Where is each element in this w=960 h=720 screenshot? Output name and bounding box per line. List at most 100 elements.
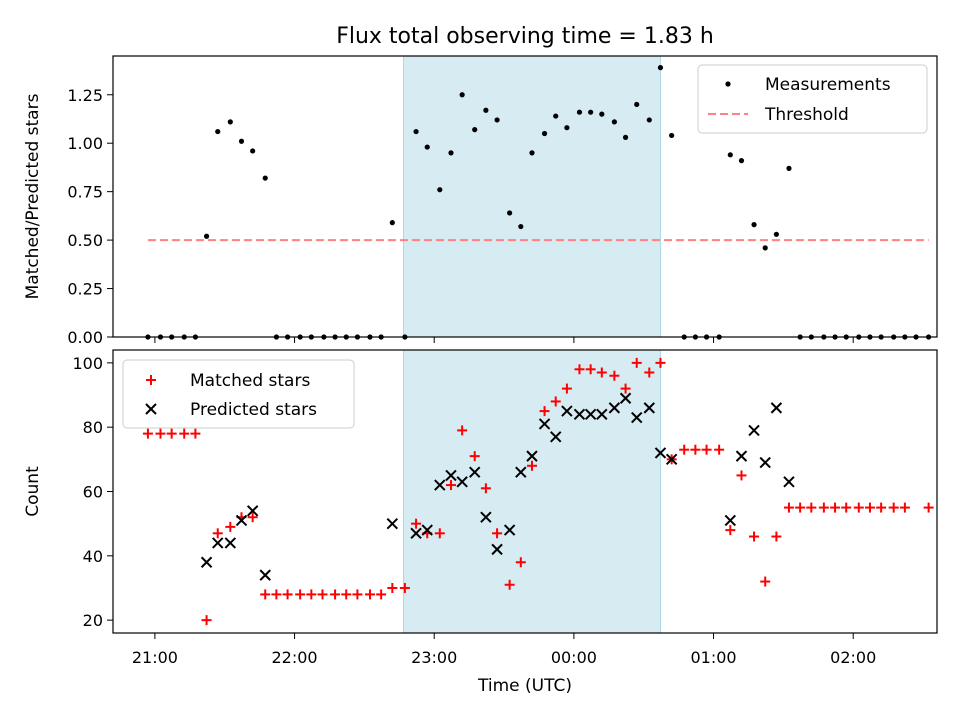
y-tick-label: 1.25 (67, 86, 103, 105)
y-tick-label: 100 (72, 354, 103, 373)
matched-star-marker (387, 582, 398, 593)
predicted-star-marker (724, 514, 737, 527)
matched-star-marker (899, 502, 910, 513)
matched-star-marker (225, 521, 236, 532)
legend-box (122, 359, 355, 429)
predicted-star-marker (456, 476, 468, 488)
predicted-star-marker (596, 408, 608, 421)
measurement-point (773, 231, 779, 237)
matched-star-marker (818, 502, 829, 513)
y-tick-label: 0.25 (67, 280, 103, 299)
matched-star-marker (434, 528, 445, 539)
measurement-point (413, 128, 419, 135)
matched-star-marker (306, 589, 317, 600)
measurement-point (669, 132, 675, 139)
measurement-point (738, 158, 745, 164)
matched-star-marker (864, 502, 875, 513)
x-tick-label: 21:00 (132, 648, 178, 667)
matched-star-marker (341, 589, 352, 600)
matched-star-marker (609, 370, 620, 381)
matched-star-marker (166, 428, 177, 439)
matched-star-marker (574, 364, 585, 375)
bottom-x-axis: 21:00 22:00 23:00 00:00 01:00 02:00 (132, 633, 876, 667)
predicted-star-marker (538, 418, 551, 430)
matched-star-marker (352, 589, 363, 600)
y-tick-label: 20 (83, 611, 103, 630)
matched-star-marker (247, 512, 258, 523)
matched-star-marker (760, 576, 771, 587)
y-tick-label: 1.00 (67, 134, 103, 153)
measurement-point (262, 175, 268, 181)
measurement-point (483, 107, 489, 113)
predicted-star-marker (480, 511, 492, 523)
predicted-star-marker (246, 505, 259, 517)
predicted-star-marker (665, 453, 678, 466)
matched-star-marker (830, 502, 841, 513)
matched-star-marker (445, 480, 456, 491)
measurement-point (541, 130, 548, 137)
predicted-star-marker (608, 402, 621, 414)
measurement-point (727, 152, 733, 158)
matched-star-marker (561, 383, 572, 394)
predicted-star-marker (550, 431, 562, 443)
matched-star-marker (190, 428, 201, 439)
matched-star-marker (282, 589, 293, 600)
predicted-star-marker (619, 392, 632, 404)
matched-star-marker (585, 364, 596, 375)
predicted-star-marker (212, 537, 224, 549)
matched-star-marker (271, 589, 282, 600)
predicted-star-marker (434, 479, 446, 491)
bottom-panel-marks (142, 357, 934, 626)
matched-star-marker (725, 525, 736, 536)
matched-star-marker (806, 502, 817, 513)
measurement-point (576, 109, 583, 115)
predicted-star-marker (491, 543, 503, 556)
y-tick-label: 80 (83, 418, 103, 437)
matched-star-marker (376, 589, 387, 600)
top-observing-span (402, 55, 661, 338)
x-axis-label: Time (UTC) (477, 676, 572, 696)
predicted-star-marker (654, 447, 667, 459)
measurement-point (646, 117, 652, 123)
matched-star-marker (596, 367, 607, 378)
matched-star-marker (736, 470, 747, 481)
x-tick-label: 22:00 (272, 648, 318, 667)
matched-star-marker (550, 396, 561, 407)
bottom-y-axis: 20 40 60 80 100 (72, 354, 113, 630)
legend-label-predicted: Predicted stars (190, 400, 317, 420)
measurement-point (786, 165, 792, 171)
measurement-point (611, 119, 617, 125)
predicted-star-marker (573, 408, 586, 421)
measurement-point (389, 220, 395, 226)
predicted-star-marker (224, 537, 237, 549)
bottom-legend: Matched stars Predicted stars (122, 359, 355, 429)
matched-star-marker (492, 528, 503, 539)
predicted-star-marker (386, 517, 399, 530)
matched-star-marker (655, 357, 666, 368)
matched-star-marker (795, 502, 806, 513)
matched-star-marker (620, 383, 631, 394)
measurement-point (227, 119, 233, 125)
y-tick-label: 0.75 (67, 183, 103, 202)
x-tick-label: 00:00 (551, 648, 597, 667)
legend-box (697, 64, 928, 134)
measurement-point (529, 150, 535, 156)
matched-star-marker (469, 451, 480, 462)
measurement-point (215, 128, 221, 135)
top-panel: 0.00 0.25 0.50 0.75 1.00 1.25 Matched/Predict… (23, 55, 938, 347)
matched-star-marker (480, 483, 491, 494)
matched-star-marker (515, 557, 526, 568)
top-panel-frame (112, 55, 938, 338)
predicted-star-marker (561, 405, 573, 417)
measurement-point (238, 138, 245, 144)
y-tick-label: 60 (83, 483, 103, 502)
predicted-star-marker (410, 527, 422, 540)
measurement-point (203, 233, 210, 239)
y-tick-label: 0.00 (67, 328, 103, 347)
predicted-star-marker (735, 450, 748, 462)
measurement-point (751, 222, 757, 228)
matched-star-marker (504, 579, 515, 590)
measurement-point (518, 223, 524, 230)
top-y-axis: 0.00 0.25 0.50 0.75 1.00 1.25 (67, 86, 113, 347)
